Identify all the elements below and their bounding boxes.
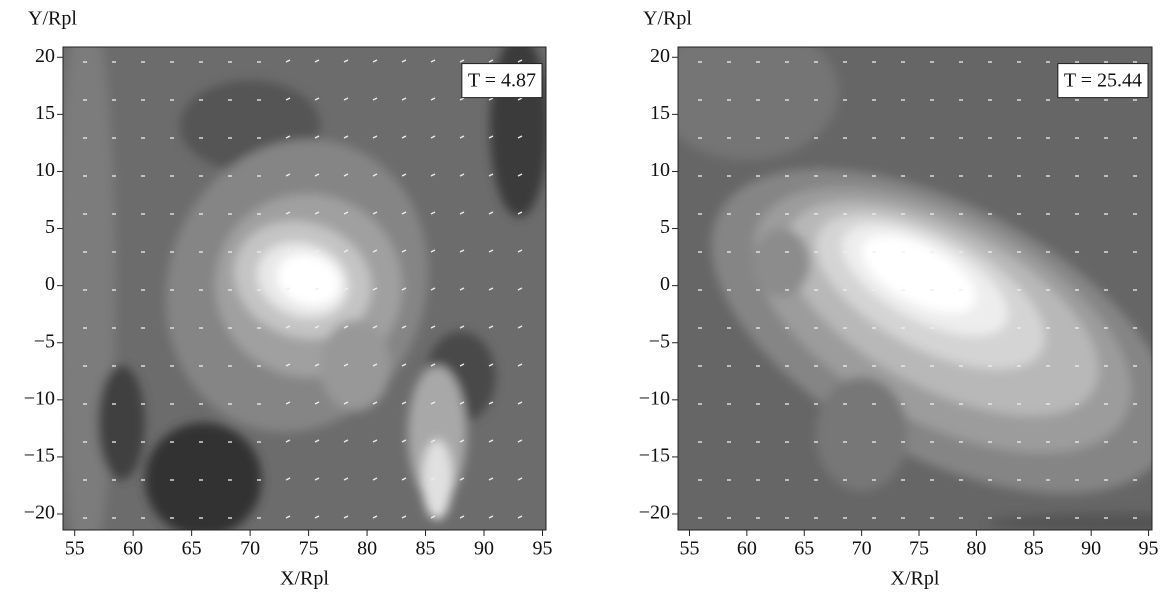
y-tick-label: −15	[24, 445, 55, 467]
contour-region	[98, 366, 145, 480]
contour-region	[145, 423, 262, 537]
y-tick-label: −10	[24, 387, 55, 409]
x-tick-label: 85	[416, 538, 436, 560]
y-tick-label: −5	[34, 330, 55, 352]
contour-region	[422, 440, 452, 520]
y-tick-label: −5	[649, 330, 670, 352]
x-tick-label: 70	[240, 538, 260, 560]
time-annotation: T = 25.44	[1064, 70, 1142, 92]
y-tick-label: 0	[660, 273, 670, 295]
y-axis-label: Y/Rpl	[28, 8, 77, 30]
x-tick-label: 65	[182, 538, 202, 560]
x-tick-label: 80	[357, 538, 377, 560]
y-tick-label: −20	[24, 502, 55, 524]
x-tick-label: 80	[966, 538, 986, 560]
contour-region	[816, 377, 908, 491]
contour-region	[320, 320, 390, 411]
y-tick-label: 20	[650, 45, 670, 67]
x-tick-label: 60	[737, 538, 757, 560]
y-tick-label: 10	[650, 159, 670, 181]
x-tick-label: 85	[1024, 538, 1044, 560]
y-tick-label: −10	[639, 387, 670, 409]
y-tick-label: 15	[35, 102, 55, 124]
time-annotation: T = 4.87	[468, 70, 536, 92]
y-tick-label: 10	[35, 159, 55, 181]
x-tick-label: 95	[1139, 538, 1159, 560]
figure: 55 60 65 70 75 80 85 90 95 −20 −15 −10 −5 0 5 10 15 20 X/R…	[0, 0, 1160, 592]
x-tick-label: 75	[299, 538, 319, 560]
x-tick-label: 90	[1081, 538, 1101, 560]
y-tick-label: 5	[45, 216, 55, 238]
contour-region	[57, 0, 115, 571]
y-tick-label: 0	[45, 273, 55, 295]
x-tick-label: 75	[909, 538, 929, 560]
x-tick-label: 70	[852, 538, 872, 560]
x-tick-label: 60	[123, 538, 143, 560]
x-axis-label: X/Rpl	[891, 568, 940, 590]
y-axis-label: Y/Rpl	[643, 8, 692, 30]
y-tick-label: 15	[650, 102, 670, 124]
y-tick-label: 20	[35, 45, 55, 67]
x-tick-label: 90	[474, 538, 494, 560]
x-tick-label: 65	[794, 538, 814, 560]
x-tick-label: 55	[65, 538, 85, 560]
x-tick-label: 95	[532, 538, 552, 560]
x-tick-label: 55	[679, 538, 699, 560]
y-tick-label: −20	[639, 502, 670, 524]
contour-region	[753, 229, 810, 298]
y-tick-label: −15	[639, 445, 670, 467]
y-tick-label: 5	[660, 216, 670, 238]
x-axis-label: X/Rpl	[280, 568, 329, 590]
plot-area	[655, 23, 1160, 561]
contour-region	[655, 23, 839, 160]
